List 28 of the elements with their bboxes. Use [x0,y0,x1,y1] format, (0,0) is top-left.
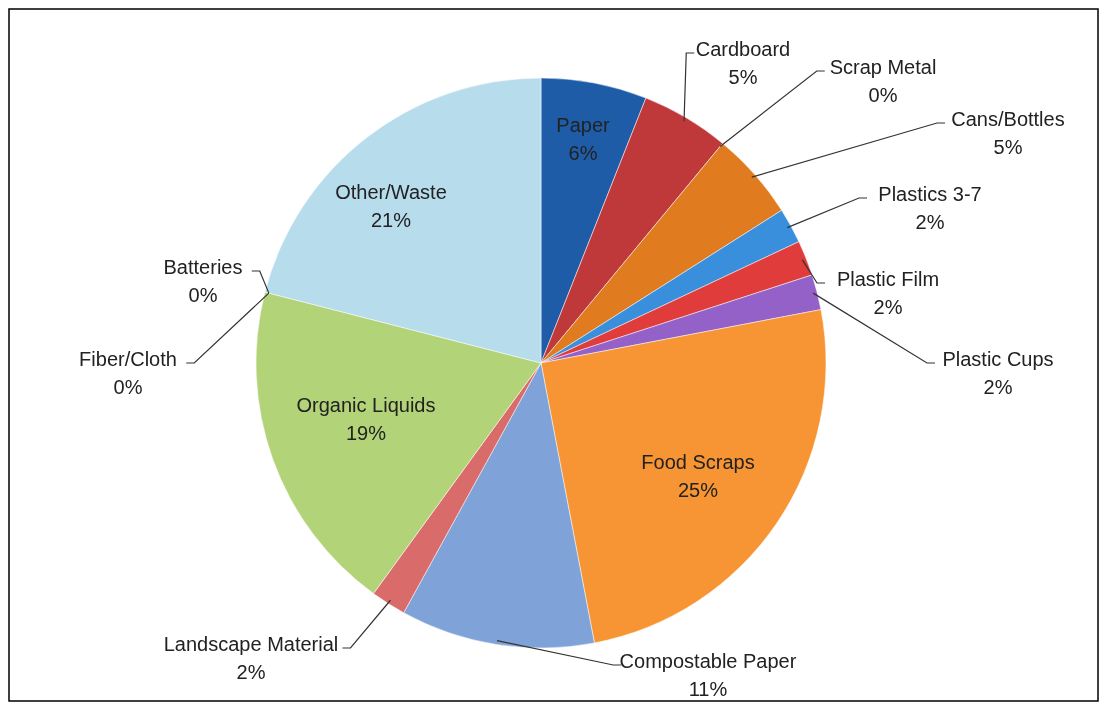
slice-label: Paper [556,114,611,136]
category-label: Fiber/Cloth [79,348,177,370]
slice-label: Compostable Paper [619,650,797,672]
slice-label: Plastics 3-7 [878,183,982,205]
text: 0% [868,84,898,106]
data-label: 2% [873,296,903,318]
data-label: 21% [370,209,412,231]
text: 0% [188,284,218,306]
data-label: 2% [983,376,1013,398]
slice-label: Plastic Film [836,268,940,290]
slice-label: Food Scraps [641,451,755,473]
slice-label: Other/Waste [335,181,447,203]
data-label: 2% [915,211,945,233]
slice-label: Organic Liquids [296,394,436,416]
slice-label: Plastic Cups [942,348,1054,370]
data-label: 25% [677,479,719,501]
slice-label: Landscape Material [163,633,339,655]
text: 0% [113,376,143,398]
data-label: 2% [236,661,266,683]
category-label: Batteries [163,256,243,278]
data-label: 5% [728,66,758,88]
data-label: 5% [993,136,1023,158]
data-label: 19% [345,422,387,444]
data-label: 6% [568,142,598,164]
slice-label: Cans/Bottles [951,108,1065,130]
slice-label: Cardboard [695,38,791,60]
category-label: Scrap Metal [829,56,937,78]
data-label: 11% [688,678,728,700]
